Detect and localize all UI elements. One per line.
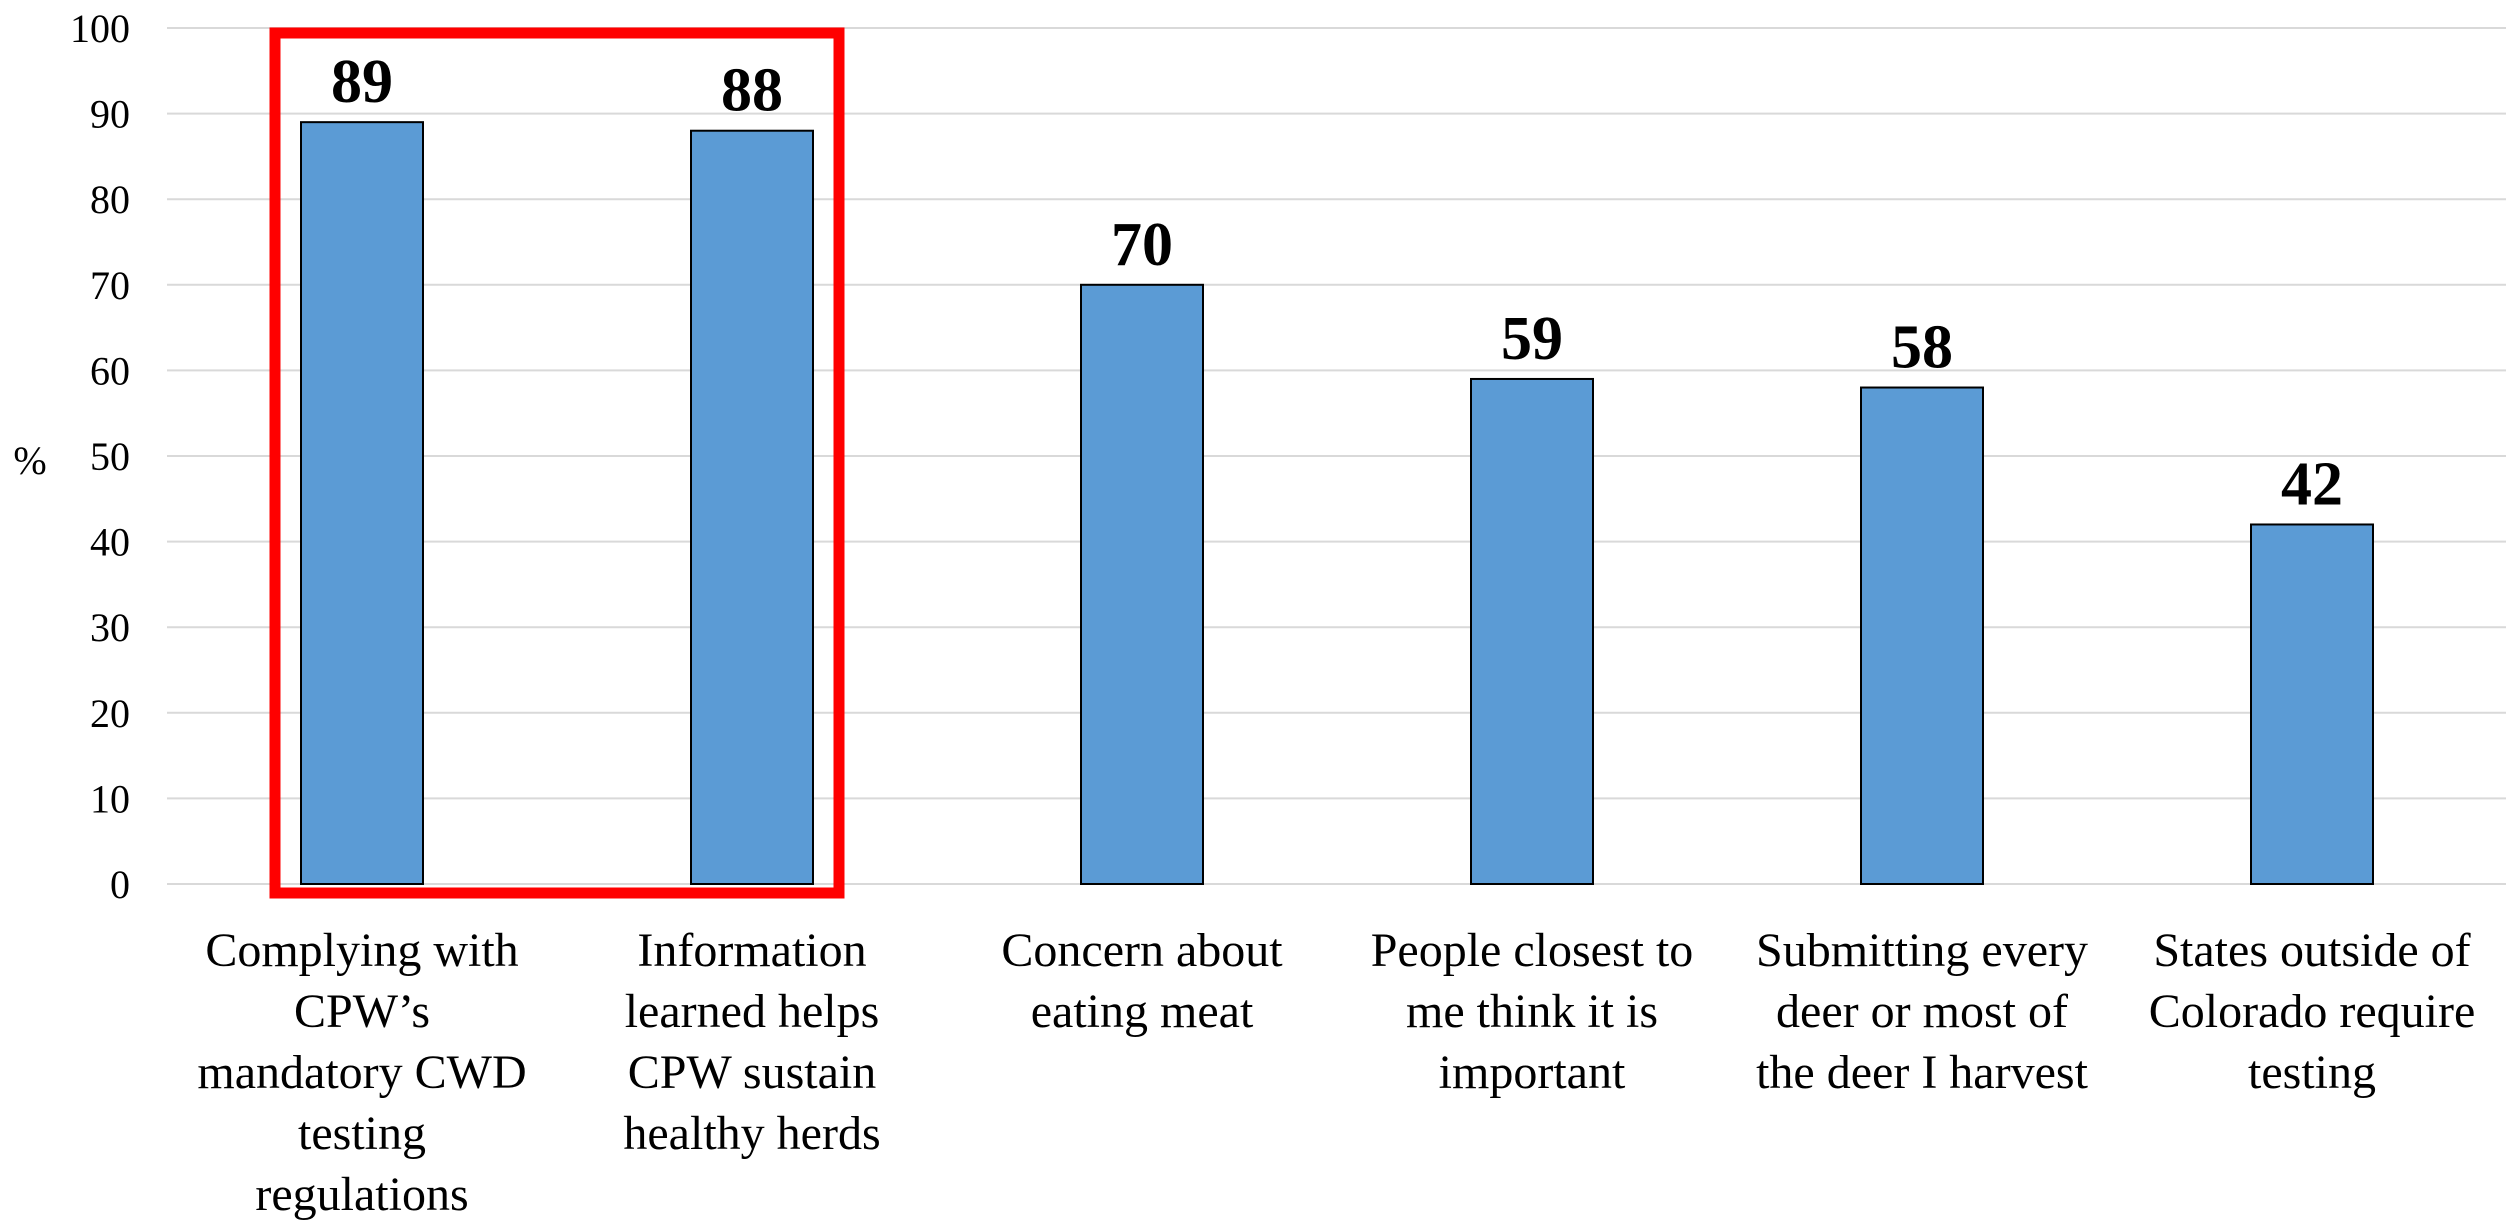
- gridlines: [167, 27, 2506, 885]
- bar: [690, 129, 814, 886]
- bar: [1470, 377, 1594, 885]
- y-tick-label: 50: [90, 434, 130, 479]
- category-label: Information learned helps CPW sustain healt…: [623, 924, 880, 1160]
- bars: [300, 121, 2374, 886]
- data-label: 58: [1891, 314, 1953, 382]
- category-label: People closest to me think it is important: [1371, 924, 1694, 1099]
- highlight-box: [269, 27, 845, 899]
- category-label: Submitting every deer or most of the deer …: [1756, 924, 2089, 1099]
- category-label: Complying with CPW’s mandatory CWD testing r…: [197, 924, 526, 1221]
- bar: [1080, 283, 1204, 885]
- y-axis-title: %: [13, 438, 46, 483]
- y-axis-ticks: 0 10 20 30 40 50 60 70 80 90 100: [70, 6, 130, 907]
- bar: [300, 121, 424, 886]
- data-label: 42: [2281, 450, 2343, 518]
- bar: [2250, 523, 2374, 885]
- category-labels: Complying with CPW’s mandatory CWD testing r…: [197, 924, 2475, 1221]
- y-tick-label: 70: [90, 263, 130, 308]
- data-label: 89: [331, 48, 393, 116]
- y-tick-label: 90: [90, 92, 130, 137]
- data-label: 59: [1501, 305, 1563, 373]
- bar: [1860, 386, 1984, 885]
- data-label: 88: [721, 57, 783, 125]
- y-tick-label: 10: [90, 776, 130, 821]
- category-label: Concern about eating meat: [1001, 924, 1283, 1038]
- y-tick-label: 30: [90, 605, 130, 650]
- y-tick-label: 20: [90, 691, 130, 736]
- y-tick-label: 80: [90, 177, 130, 222]
- y-tick-label: 40: [90, 520, 130, 565]
- category-label: States outside of Colorado require testing: [2149, 924, 2476, 1099]
- y-tick-label: 0: [110, 862, 130, 907]
- y-tick-label: 60: [90, 348, 130, 393]
- y-tick-label: 100: [70, 6, 130, 51]
- data-labels: 89 88 70 59 58 42: [331, 48, 2343, 518]
- data-label: 70: [1111, 211, 1173, 279]
